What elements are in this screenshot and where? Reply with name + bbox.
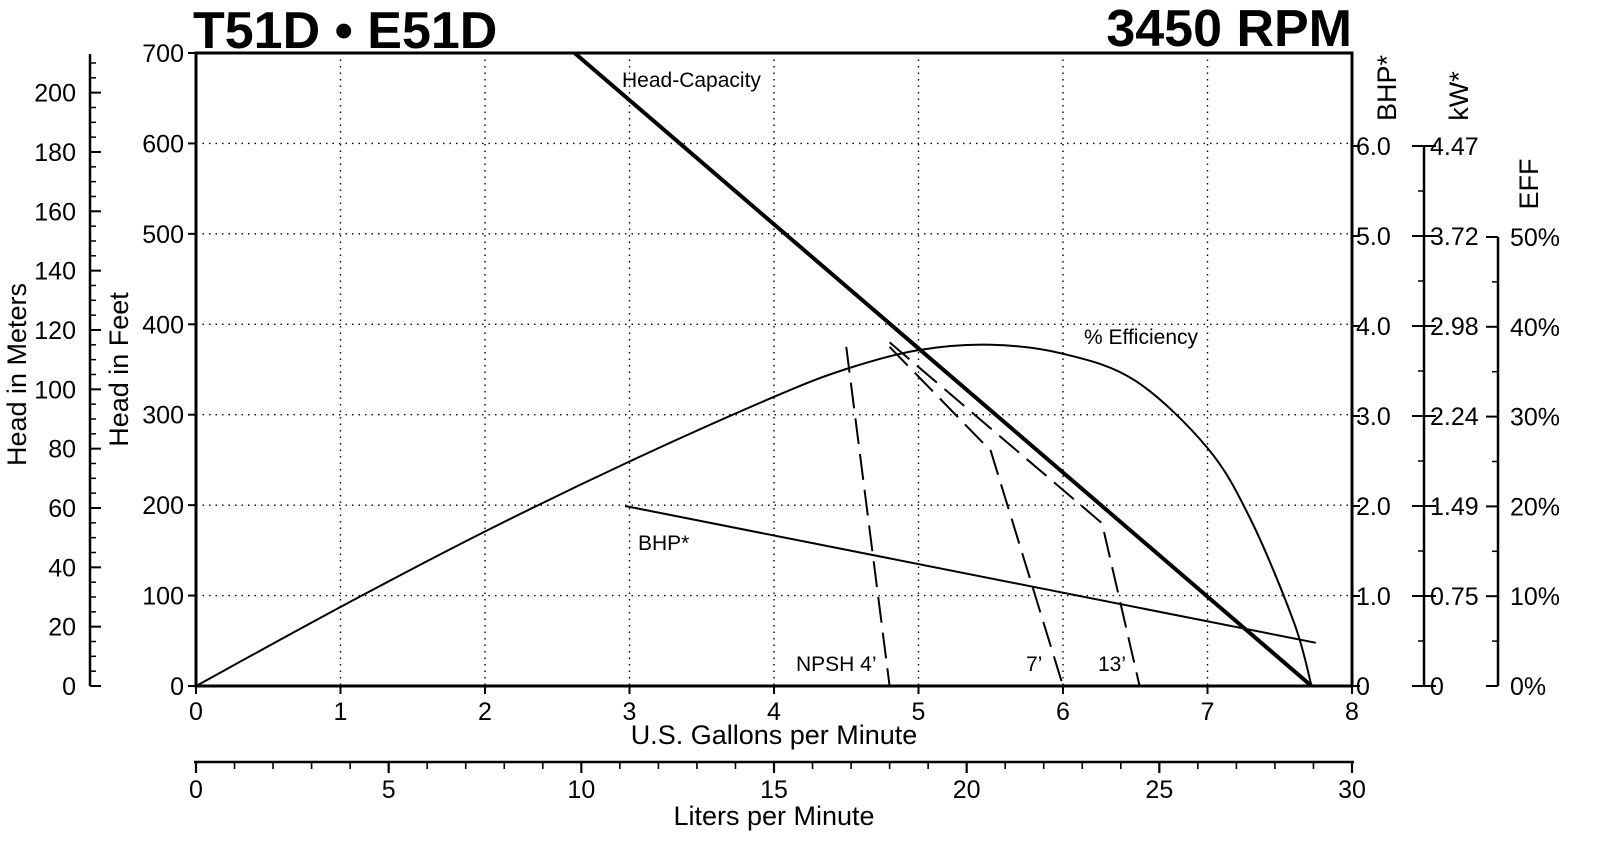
feet-axis-label: Head in Feet — [104, 292, 134, 447]
npsh-curve-5 — [888, 341, 1141, 687]
x-tick-label: 4 — [767, 698, 781, 726]
x-tick-label: 5 — [912, 698, 926, 726]
kw-axis-label: kW* — [1444, 71, 1474, 121]
kw-tick-label: 2.98 — [1430, 313, 1479, 341]
liters-tick-label: 30 — [1338, 776, 1366, 804]
bhp-curve-label: BHP* — [638, 532, 689, 555]
meters-tick-label: 200 — [34, 80, 76, 108]
meters-tick-label: 180 — [34, 139, 76, 167]
eff-tick-label: 50% — [1510, 224, 1560, 252]
feet-tick-label: 700 — [142, 40, 184, 68]
kw-tick-label: 2.24 — [1430, 403, 1479, 431]
head-capacity-label: Head-Capacity — [622, 69, 761, 92]
x-tick-label: 2 — [478, 698, 492, 726]
eff-tick-label: 0% — [1510, 673, 1546, 701]
x-tick-label: 3 — [623, 698, 637, 726]
npsh-4-label: NPSH 4’ — [796, 653, 877, 676]
npsh-7-label: 7’ — [1026, 653, 1042, 676]
x-tick-label: 7 — [1201, 698, 1215, 726]
x-tick-label: 8 — [1345, 698, 1359, 726]
efficiency-label: % Efficiency — [1084, 326, 1198, 349]
text-group: 0 1 2 3 4 5 6 7 8 U.S. Gallons per Minute 0 5 10 15 20… — [2, 0, 1560, 831]
eff-axis-label: EFF — [1514, 159, 1544, 210]
eff-tick-label: 30% — [1510, 404, 1560, 432]
meters-tick-label: 160 — [34, 198, 76, 226]
liters-tick-label: 15 — [760, 776, 788, 804]
feet-tick-label: 600 — [142, 130, 184, 158]
bhp-tick-label: 4.0 — [1356, 313, 1391, 341]
head-capacity-curve — [573, 51, 1313, 688]
liters-tick-label: 10 — [567, 776, 595, 804]
kw-tick-label: 3.72 — [1430, 223, 1479, 251]
npsh-curve-4 — [888, 346, 1064, 687]
feet-tick-label: 0 — [170, 673, 184, 701]
feet-tick-label: 200 — [142, 492, 184, 520]
meters-tick-label: 80 — [48, 436, 76, 464]
liters-tick-label: 20 — [953, 776, 981, 804]
x-tick-label: 0 — [189, 698, 203, 726]
chart-subtitle: 3450 RPM — [1106, 0, 1352, 58]
eff-tick-label: 10% — [1510, 583, 1560, 611]
npsh-13-label: 13’ — [1098, 653, 1126, 676]
bhp-tick-label: 6.0 — [1356, 133, 1391, 161]
meters-tick-label: 140 — [34, 258, 76, 286]
liters-tick-label: 25 — [1145, 776, 1173, 804]
eff-tick-label: 20% — [1510, 493, 1560, 521]
x-tick-label: 1 — [334, 698, 348, 726]
meters-tick-label: 60 — [48, 495, 76, 523]
bhp-tick-label: 2.0 — [1356, 493, 1391, 521]
liters-tick-label: 0 — [189, 776, 203, 804]
bhp-axis-label: BHP* — [1372, 54, 1402, 121]
meters-tick-label: 40 — [48, 554, 76, 582]
kw-tick-label: 0 — [1430, 673, 1444, 701]
bhp-tick-label: 0 — [1356, 673, 1370, 701]
axes-group — [88, 51, 1500, 773]
bhp-tick-label: 3.0 — [1356, 403, 1391, 431]
meters-tick-label: 0 — [62, 673, 76, 701]
grid-lines — [196, 53, 1352, 686]
kw-tick-label: 4.47 — [1430, 133, 1479, 161]
npsh-curve-3 — [845, 346, 891, 687]
feet-tick-label: 500 — [142, 221, 184, 249]
efficiency-curve — [195, 343, 1313, 687]
meters-tick-label: 120 — [34, 317, 76, 345]
x-axis-label: U.S. Gallons per Minute — [631, 720, 918, 750]
feet-tick-label: 100 — [142, 583, 184, 611]
meters-axis-label: Head in Meters — [2, 283, 32, 466]
kw-tick-label: 0.75 — [1430, 583, 1479, 611]
bhp-tick-label: 1.0 — [1356, 583, 1391, 611]
meters-tick-label: 20 — [48, 614, 76, 642]
chart-title: T51D • E51D — [193, 2, 497, 60]
meters-tick-label: 100 — [34, 376, 76, 404]
curves-group — [195, 51, 1317, 688]
feet-tick-label: 400 — [142, 311, 184, 339]
liters-axis-label: Liters per Minute — [673, 801, 874, 831]
kw-tick-label: 1.49 — [1430, 493, 1479, 521]
feet-tick-label: 300 — [142, 402, 184, 430]
bhp-tick-label: 5.0 — [1356, 223, 1391, 251]
eff-tick-label: 40% — [1510, 314, 1560, 342]
liters-tick-label: 5 — [382, 776, 396, 804]
bhp-curve — [624, 505, 1317, 644]
x-tick-label: 6 — [1056, 698, 1070, 726]
